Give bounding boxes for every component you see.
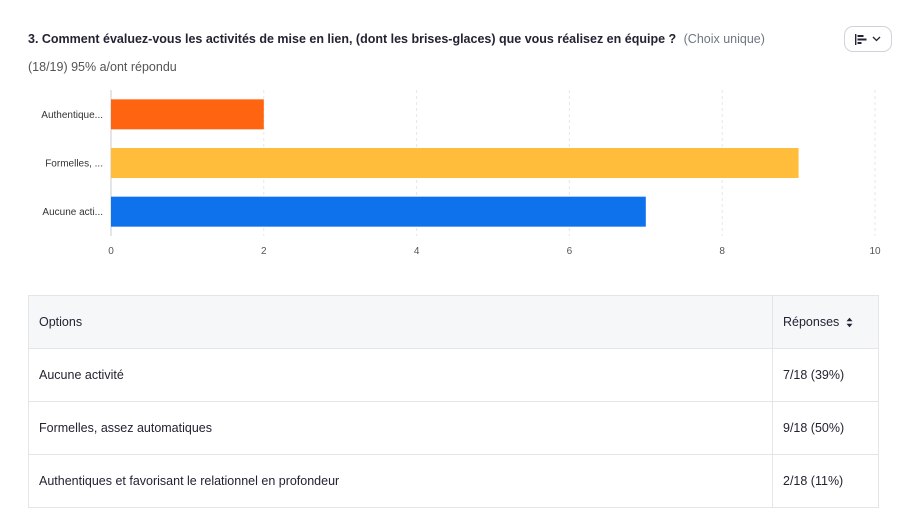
table-row: Aucune activité 7/18 (39%) — [29, 349, 878, 402]
bar-chart: 0 2 4 6 8 10 Authentique... Formelles, ... Aucun… — [41, 90, 881, 257]
question-type: (Choix unique) — [683, 32, 765, 46]
response-cell: 7/18 (39%) — [783, 368, 845, 382]
option-cell: Authentiques et favorisant le relationne… — [29, 455, 773, 507]
options-column-header: Options — [29, 296, 773, 348]
x-tick-label: 2 — [261, 246, 267, 257]
x-tick-label: 10 — [869, 246, 881, 257]
chevron-down-icon — [872, 36, 881, 42]
responses-table: Options Réponses Aucune activité 7/18 (3… — [28, 295, 879, 508]
x-tick-label: 0 — [108, 246, 114, 257]
responses-header-label: Réponses — [783, 315, 840, 329]
response-cell: 2/18 (11%) — [783, 474, 844, 488]
answered-count: (18/19) 95% a/ont répondu — [28, 60, 177, 74]
question-title: 3. Comment évaluez-vous les activités de… — [28, 32, 765, 46]
bar — [111, 148, 799, 178]
bar — [111, 99, 264, 130]
x-tick-label: 6 — [567, 246, 573, 257]
chart-type-dropdown[interactable] — [844, 26, 892, 52]
bar-chart-icon — [855, 33, 867, 45]
option-cell: Formelles, assez automatiques — [29, 402, 773, 454]
category-label: Formelles, ... — [45, 159, 103, 170]
bar — [111, 196, 646, 227]
x-tick-label: 8 — [719, 246, 725, 257]
responses-column-header[interactable]: Réponses — [773, 296, 878, 348]
sort-icon[interactable] — [846, 317, 853, 328]
category-label: Aucune acti... — [42, 207, 103, 218]
question-text: 3. Comment évaluez-vous les activités de… — [28, 32, 677, 46]
table-header-row: Options Réponses — [29, 296, 878, 349]
option-cell: Aucune activité — [29, 349, 773, 401]
x-tick-label: 4 — [414, 246, 420, 257]
table-row: Authentiques et favorisant le relationne… — [29, 455, 878, 508]
response-cell: 9/18 (50%) — [783, 421, 845, 435]
category-label: Authentique... — [41, 110, 103, 121]
table-row: Formelles, assez automatiques 9/18 (50%) — [29, 402, 878, 455]
